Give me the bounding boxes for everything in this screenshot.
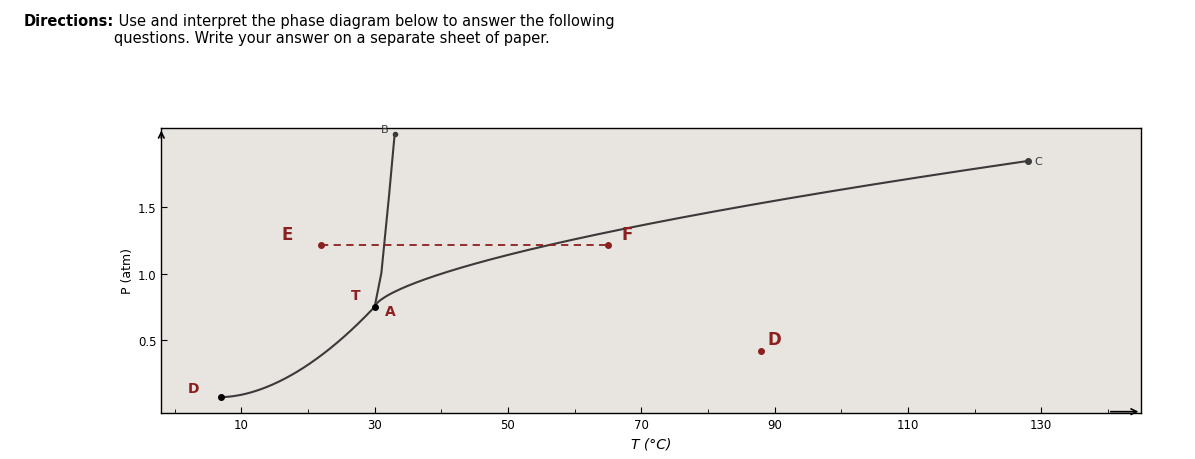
Text: Use and interpret the phase diagram below to answer the following
questions. Wri: Use and interpret the phase diagram belo… — [114, 14, 614, 46]
Text: F: F — [621, 226, 632, 244]
Text: A: A — [385, 304, 396, 318]
Text: T: T — [351, 288, 361, 302]
Text: E: E — [281, 226, 293, 244]
Y-axis label: P (atm): P (atm) — [121, 248, 134, 294]
Text: C: C — [1035, 156, 1042, 166]
X-axis label: T (°C): T (°C) — [631, 437, 672, 450]
Text: D: D — [768, 330, 782, 348]
Text: Directions:: Directions: — [24, 14, 115, 29]
Text: B: B — [381, 124, 388, 134]
Text: D: D — [188, 381, 200, 395]
